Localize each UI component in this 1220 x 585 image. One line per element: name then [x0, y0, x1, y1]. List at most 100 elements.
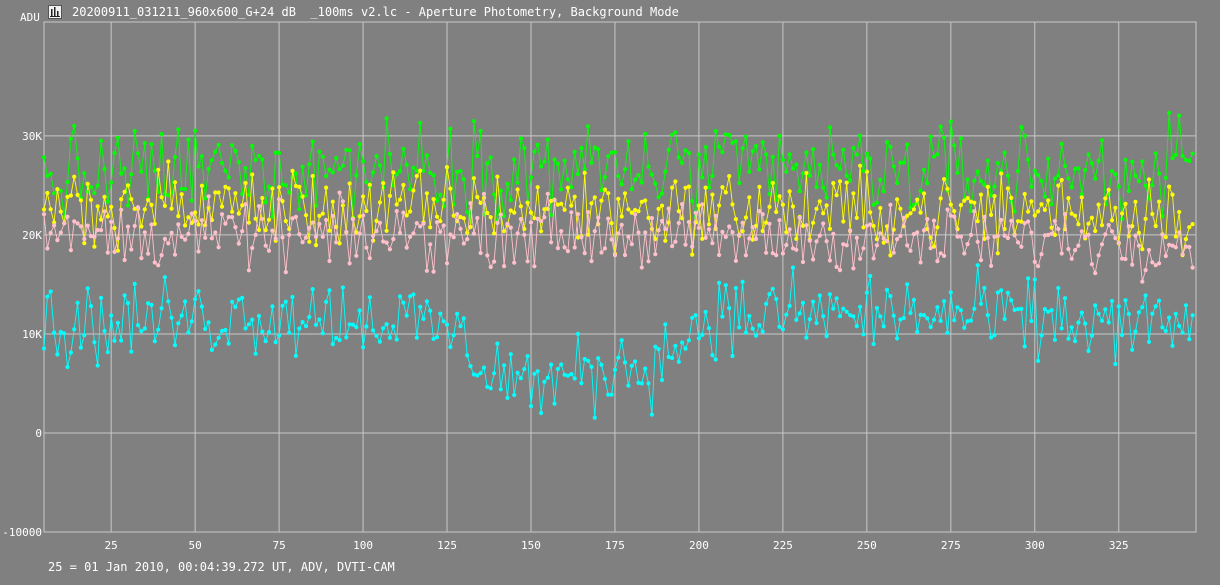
- data-point: [330, 170, 335, 175]
- data-point: [146, 301, 151, 306]
- data-point: [1143, 268, 1148, 273]
- data-point: [1052, 176, 1057, 181]
- data-point: [757, 209, 762, 214]
- series-points: [41, 110, 1195, 225]
- data-point: [790, 246, 796, 251]
- data-point: [142, 207, 147, 212]
- data-point: [834, 264, 839, 269]
- data-point: [230, 143, 235, 148]
- data-point: [562, 245, 567, 250]
- data-point: [915, 197, 920, 202]
- data-point: [656, 206, 661, 211]
- data-point: [730, 140, 735, 145]
- data-point: [653, 181, 658, 186]
- data-point: [424, 191, 429, 196]
- data-point: [293, 214, 298, 219]
- data-point: [555, 161, 561, 166]
- data-point: [999, 288, 1004, 293]
- data-point: [764, 152, 769, 157]
- data-point: [592, 195, 597, 200]
- data-point: [737, 325, 742, 330]
- data-point: [270, 186, 275, 191]
- data-point: [1143, 293, 1148, 298]
- data-point: [189, 319, 194, 324]
- data-point: [549, 362, 554, 367]
- data-point: [710, 241, 715, 246]
- data-point: [717, 144, 722, 149]
- data-point: [1059, 251, 1064, 256]
- data-point: [377, 339, 382, 344]
- data-point: [1130, 262, 1135, 267]
- data-point: [58, 329, 63, 335]
- status-footer: 25 = 01 Jan 2010, 00:04:39.272 UT, ADV, …: [48, 560, 395, 574]
- data-point: [1086, 221, 1091, 226]
- data-point: [92, 340, 97, 345]
- data-point: [411, 188, 416, 193]
- data-point: [156, 327, 161, 332]
- data-point: [844, 309, 849, 314]
- data-point: [794, 317, 799, 322]
- data-point: [518, 376, 524, 381]
- data-point: [1009, 195, 1014, 200]
- data-point: [270, 228, 275, 233]
- data-point: [193, 210, 198, 215]
- data-point: [572, 245, 577, 250]
- data-point: [502, 363, 507, 368]
- data-point: [418, 224, 423, 229]
- data-point: [686, 219, 692, 225]
- data-point: [1116, 304, 1121, 309]
- lightcurve-app-icon[interactable]: [48, 5, 62, 19]
- data-point: [135, 323, 141, 328]
- data-point: [414, 335, 419, 340]
- data-point: [767, 204, 772, 209]
- data-point: [626, 383, 631, 388]
- data-point: [112, 338, 117, 343]
- data-point: [1133, 199, 1138, 204]
- data-point: [747, 169, 752, 174]
- data-point: [814, 184, 819, 190]
- data-point: [236, 160, 241, 165]
- data-point: [166, 193, 171, 198]
- data-point: [656, 195, 661, 200]
- data-point: [811, 299, 816, 304]
- data-point: [978, 192, 984, 197]
- data-point: [800, 300, 806, 305]
- data-point: [508, 352, 513, 357]
- data-point: [743, 134, 749, 139]
- data-point: [841, 147, 846, 152]
- data-point: [99, 295, 104, 300]
- data-point: [431, 269, 436, 274]
- data-point: [539, 410, 544, 416]
- data-point: [811, 220, 816, 225]
- data-point: [226, 175, 231, 180]
- data-point: [317, 213, 322, 218]
- data-point: [908, 211, 913, 216]
- data-point: [542, 379, 547, 384]
- data-point: [777, 133, 782, 138]
- data-point: [676, 359, 681, 364]
- data-point: [45, 190, 50, 196]
- data-point: [579, 145, 584, 151]
- data-point: [82, 333, 87, 338]
- data-point: [670, 185, 675, 190]
- data-point: [233, 225, 238, 230]
- data-point: [142, 230, 147, 235]
- data-point: [408, 234, 413, 239]
- data-point: [340, 285, 345, 290]
- data-point: [78, 198, 83, 203]
- data-point: [95, 183, 100, 188]
- data-point: [280, 182, 285, 187]
- data-point: [925, 316, 930, 321]
- data-point: [277, 333, 282, 338]
- data-point: [199, 304, 204, 309]
- data-point: [105, 214, 110, 219]
- data-point: [152, 339, 157, 344]
- title-bar: 20200911_031211_960x600_G+24 dB _100ms v…: [48, 3, 679, 21]
- data-point: [485, 253, 490, 258]
- data-point: [448, 186, 453, 191]
- data-point: [1106, 320, 1111, 325]
- data-point: [508, 208, 513, 213]
- data-point: [1123, 157, 1128, 162]
- data-point: [488, 155, 493, 160]
- data-point: [149, 142, 154, 147]
